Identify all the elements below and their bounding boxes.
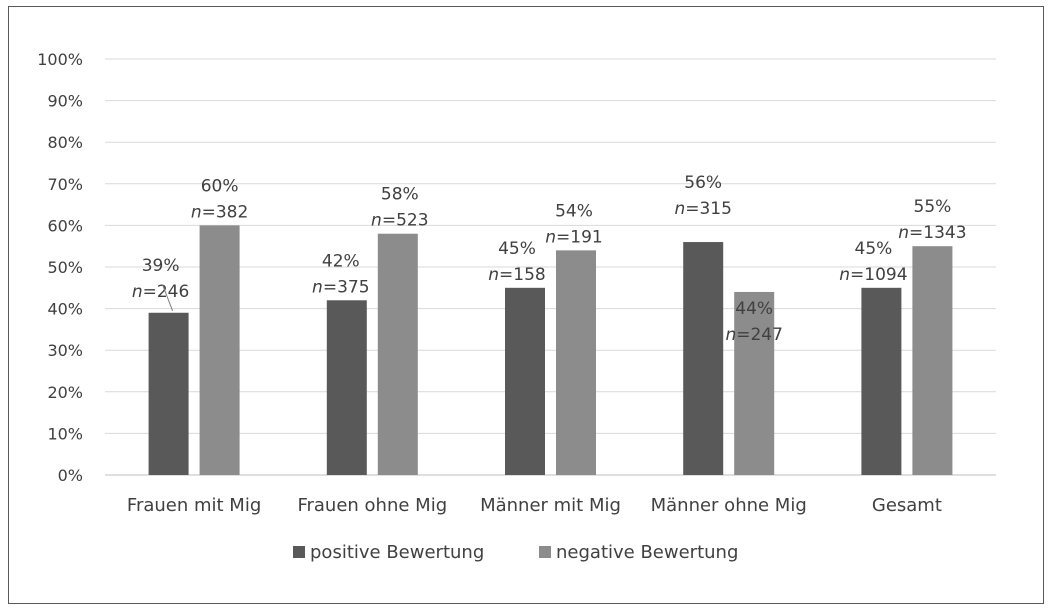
bar-negative: [556, 250, 596, 475]
bar-positive: [326, 300, 367, 475]
data-label-percent: 45%: [855, 239, 893, 259]
y-tick-label: 30%: [47, 341, 83, 360]
n-symbol: n: [371, 211, 382, 231]
grid-layer: [105, 58, 996, 476]
y-tick-label: 70%: [47, 175, 83, 194]
bar-layer: [148, 225, 953, 475]
y-tick-label: 10%: [47, 424, 83, 443]
data-label-n: n=247: [725, 325, 782, 345]
n-symbol: n: [725, 325, 736, 345]
category-label: Männer ohne Mig: [651, 495, 807, 516]
data-label-percent: 58%: [381, 185, 419, 205]
n-value: =191: [556, 227, 603, 247]
category-label: Männer mit Mig: [480, 495, 621, 516]
legend-label: negative Bewertung: [556, 542, 738, 563]
n-symbol: n: [898, 223, 909, 243]
y-tick-label: 100%: [37, 50, 83, 69]
data-label-n: n=191: [545, 227, 602, 247]
bar-negative: [377, 233, 418, 475]
bar-positive: [861, 287, 902, 475]
y-tick-label: 90%: [47, 92, 83, 111]
data-label-percent: 42%: [322, 251, 360, 271]
data-label-percent: 39%: [142, 256, 180, 276]
n-value: =382: [202, 202, 249, 222]
data-label-percent: 45%: [498, 239, 536, 259]
data-label-n: n=1094: [839, 265, 907, 285]
data-label-percent: 54%: [555, 201, 593, 221]
category-label: Frauen ohne Mig: [297, 495, 447, 516]
bar-negative: [199, 225, 240, 475]
n-value: =1343: [909, 223, 967, 243]
data-label-n: n=382: [191, 202, 248, 222]
bar-positive: [505, 287, 545, 475]
n-symbol: n: [132, 282, 143, 302]
y-tick-label: 20%: [47, 383, 83, 402]
y-tick-label: 80%: [47, 133, 83, 152]
bar-positive: [148, 312, 189, 475]
data-label-n: n=375: [312, 277, 369, 297]
data-label-n: n=315: [674, 199, 731, 219]
n-value: =247: [736, 325, 783, 345]
bar-negative: [734, 291, 775, 475]
chart-frame: 0% 10% 20% 30% 40% 50% 60% 70% 80% 90% 100% 39% n=2…: [8, 6, 1044, 604]
legend-swatch: [539, 546, 551, 558]
n-value: =315: [685, 199, 732, 219]
n-symbol: n: [545, 227, 556, 247]
n-value: =523: [382, 211, 429, 231]
legend-label: positive Bewertung: [310, 542, 484, 563]
y-axis-ticks: 0% 10% 20% 30% 40% 50% 60% 70% 80% 90% 100%: [37, 50, 83, 485]
data-label-n: n=158: [488, 265, 545, 285]
n-symbol: n: [839, 265, 850, 285]
category-label: Gesamt: [872, 495, 942, 516]
data-label-percent: 44%: [735, 299, 773, 319]
data-labels: 39%n=24660%n=38242%n=37558%n=52345%n=158…: [132, 173, 967, 345]
leader-line: [162, 284, 174, 311]
data-label-percent: 56%: [684, 173, 722, 193]
y-tick-label: 50%: [47, 258, 83, 277]
n-symbol: n: [488, 265, 499, 285]
n-value: =1094: [850, 265, 908, 285]
bar-chart: 0%10%20%30%40%50%60%70%80%90%100% 39%n=2…: [37, 50, 996, 563]
n-value: =158: [499, 265, 546, 285]
y-tick-label: 40%: [47, 300, 83, 319]
data-label-n: n=246: [132, 282, 189, 302]
legend: positive Bewertung negative Bewertung: [293, 542, 738, 563]
category-label: Frauen mit Mig: [127, 495, 261, 516]
n-symbol: n: [191, 202, 202, 222]
data-label-n: n=523: [371, 211, 428, 231]
data-label-percent: 60%: [201, 176, 239, 196]
y-tick-label: 0%: [58, 466, 83, 485]
data-label-n: n=1343: [898, 223, 966, 243]
y-tick-label: 60%: [47, 216, 83, 235]
legend-swatch: [293, 546, 305, 558]
n-value: =375: [323, 277, 370, 297]
data-label-percent: 55%: [914, 197, 952, 217]
n-value: =246: [143, 282, 190, 302]
bar-positive: [683, 242, 724, 475]
n-symbol: n: [312, 277, 323, 297]
n-symbol: n: [674, 199, 685, 219]
x-axis-categories: Frauen mit Mig Frauen ohne Mig Männer mit …: [127, 495, 942, 516]
bar-negative: [912, 246, 953, 475]
